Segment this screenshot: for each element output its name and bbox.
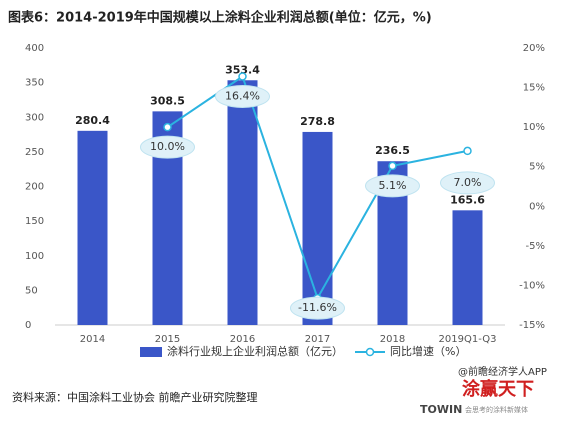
bar bbox=[77, 130, 108, 325]
label-bubble bbox=[215, 84, 270, 108]
slogan: 会思考的涂料新媒体 bbox=[465, 405, 528, 414]
x-tick-label: 2019Q1-Q3 bbox=[439, 334, 497, 345]
x-tick-label: 2014 bbox=[80, 334, 105, 345]
bar-label: 308.5 bbox=[150, 94, 185, 107]
y-tick-label: 200 bbox=[25, 182, 44, 193]
watermark: @前瞻经济学人APP bbox=[458, 365, 547, 378]
y-tick-label: 400 bbox=[25, 43, 44, 54]
y2-tick-label: -5% bbox=[526, 241, 545, 252]
bar bbox=[227, 80, 258, 325]
legend-swatch bbox=[140, 347, 162, 357]
y2-tick-label: 10% bbox=[523, 122, 545, 133]
bar-label: 353.4 bbox=[225, 63, 260, 76]
y2-tick-label: -10% bbox=[519, 280, 545, 291]
source: 资料来源：中国涂料工业协会 前瞻产业研究院整理 bbox=[12, 390, 258, 404]
y-tick-label: 250 bbox=[25, 147, 44, 158]
label-bubble bbox=[440, 171, 495, 195]
legend-label: 同比增速（%） bbox=[390, 344, 466, 358]
label-bubble bbox=[365, 174, 420, 198]
y-tick-label: 50 bbox=[25, 285, 38, 296]
bar bbox=[302, 131, 333, 325]
y-tick-label: 350 bbox=[25, 78, 44, 89]
y-tick-label: 300 bbox=[25, 112, 44, 123]
bar-label: 165.6 bbox=[450, 193, 485, 206]
x-tick-label: 2017 bbox=[305, 334, 330, 345]
line-label: -11.6% bbox=[298, 301, 337, 314]
legend-label: 涂料行业规上企业利润总额（亿元） bbox=[167, 344, 343, 358]
x-tick-label: 2016 bbox=[230, 334, 255, 345]
y2-tick-label: -15% bbox=[519, 320, 545, 331]
line-label: 7.0% bbox=[454, 176, 482, 189]
line-point bbox=[388, 161, 397, 171]
bar-label: 280.4 bbox=[75, 114, 110, 127]
y2-tick-label: 5% bbox=[529, 162, 545, 173]
y2-tick-label: 20% bbox=[523, 43, 545, 54]
logo: 涂赢天下 bbox=[462, 378, 534, 400]
y2-tick-label: 15% bbox=[523, 83, 545, 94]
line-point bbox=[238, 72, 247, 81]
label-bubble bbox=[290, 296, 345, 320]
y-tick-label: 100 bbox=[25, 251, 44, 262]
label-bubble bbox=[140, 135, 195, 159]
y2-tick-label: 0% bbox=[529, 201, 545, 212]
line-point bbox=[463, 146, 472, 156]
legend-swatch bbox=[365, 347, 375, 357]
line-label: 16.4% bbox=[225, 89, 260, 102]
line-point bbox=[163, 122, 172, 132]
y-tick-label: 0 bbox=[25, 320, 31, 331]
x-tick-label: 2015 bbox=[155, 334, 180, 345]
line-label: 5.1% bbox=[379, 179, 407, 192]
x-tick-label: 2018 bbox=[380, 334, 405, 345]
chart-title: 图表6：2014-2019年中国规模以上涂料企业利润总额(单位：亿元，%) bbox=[8, 10, 432, 26]
brand: TOWIN bbox=[420, 403, 462, 416]
bar bbox=[452, 210, 483, 325]
bar-label: 278.8 bbox=[300, 115, 335, 128]
y-tick-label: 150 bbox=[25, 216, 44, 227]
bar-label: 236.5 bbox=[375, 144, 410, 157]
line-label: 10.0% bbox=[150, 140, 185, 153]
